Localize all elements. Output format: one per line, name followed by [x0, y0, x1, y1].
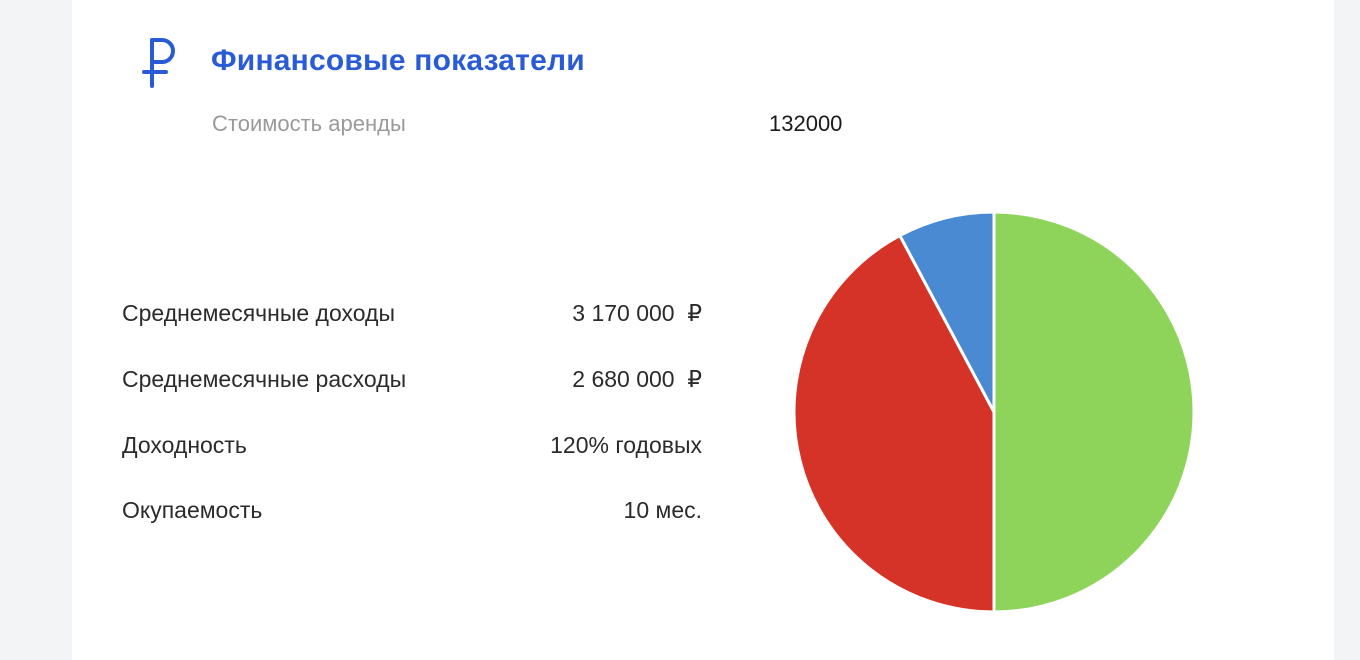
stat-value: 10 мес.: [623, 497, 702, 523]
stat-label: Доходность: [122, 432, 247, 458]
stat-value: 3 170 000 ₽: [572, 300, 702, 326]
stat-label: Среднемесячные расходы: [122, 366, 407, 392]
stat-label: Среднемесячные доходы: [122, 300, 395, 326]
stat-value: 120% годовых: [550, 432, 702, 458]
pie-chart: [792, 210, 1196, 614]
stat-row-expenses: Среднемесячные расходы 2 680 000 ₽: [122, 366, 702, 400]
stat-row-payback: Окупаемость 10 мес.: [122, 497, 702, 531]
stat-label: Окупаемость: [122, 497, 263, 523]
rent-label: Стоимость аренды: [212, 111, 406, 136]
ruble-icon: [142, 38, 175, 88]
pie-slice-0: [992, 210, 1196, 614]
stat-row-income: Среднемесячные доходы 3 170 000 ₽: [122, 300, 702, 334]
pie-slice-1: [792, 234, 996, 614]
stat-value: 2 680 000 ₽: [572, 366, 702, 392]
rent-value: 132000: [769, 111, 843, 136]
pie-slice-2: [898, 210, 996, 414]
section-title: Финансовые показатели: [211, 44, 585, 77]
stat-row-yield: Доходность 120% годовых: [122, 432, 702, 466]
